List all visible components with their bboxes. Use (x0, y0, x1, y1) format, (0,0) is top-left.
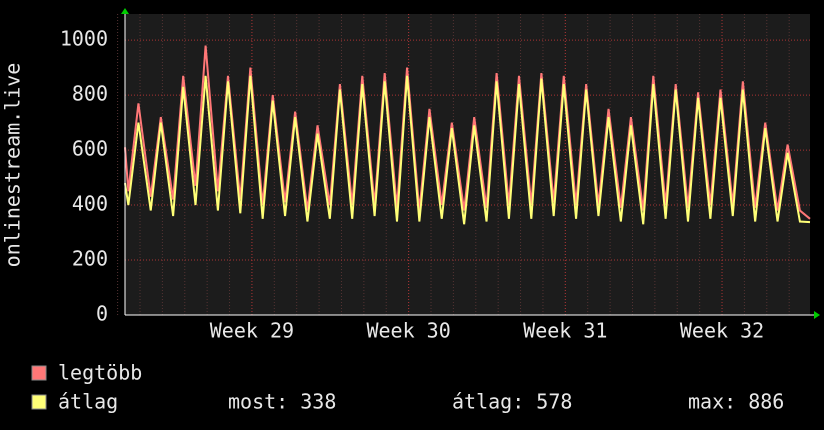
y-tick-label: 600 (72, 137, 108, 161)
stat: átlag: 578 (452, 390, 572, 414)
x-arrow (814, 311, 820, 319)
legend-label: legtöbb (58, 361, 142, 385)
stat: max: 886 (688, 390, 784, 414)
y-tick-label: 0 (96, 302, 108, 326)
y-arrow (121, 8, 129, 14)
y-tick-label: 200 (72, 247, 108, 271)
stat: most: 338 (228, 390, 336, 414)
lines (124, 45, 811, 225)
plot-area (125, 14, 810, 315)
x-tick-label: Week 32 (680, 319, 764, 343)
x-tick-label: Week 31 (523, 319, 607, 343)
legend-swatch (31, 394, 47, 410)
x-tick-label: Week 29 (210, 319, 294, 343)
legend-label: átlag (58, 390, 118, 414)
legend-swatch (31, 365, 47, 381)
y-tick-label: 1000 (60, 27, 108, 51)
y-axis-label: onlinestream.live (1, 63, 25, 268)
y-tick-label: 800 (72, 82, 108, 106)
y-tick-label: 400 (72, 192, 108, 216)
x-tick-label: Week 30 (366, 319, 450, 343)
series-line (124, 75, 811, 225)
